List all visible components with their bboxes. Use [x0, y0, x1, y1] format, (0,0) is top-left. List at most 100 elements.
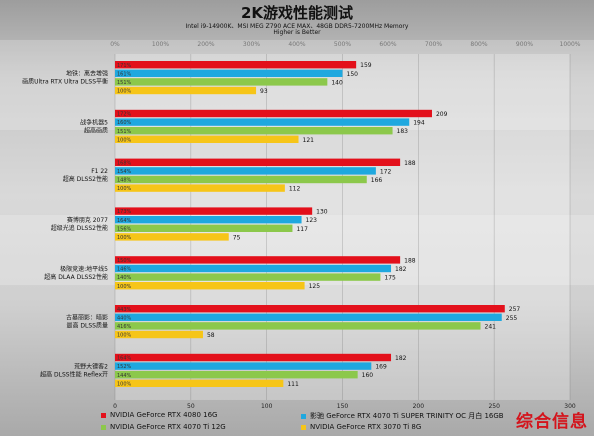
bar-rtx3070ti: [115, 233, 229, 241]
bar-percent-label: 100%: [117, 186, 132, 192]
legend-swatch: [101, 412, 106, 418]
bar-value-label: 75: [233, 234, 241, 241]
bar-value-label: 257: [509, 306, 521, 313]
top-tick-label: 700%: [425, 41, 442, 48]
category-label: 赛博朋克 2077: [67, 216, 108, 224]
top-tick-label: 500%: [334, 41, 351, 48]
category-sublabel: 超级光追 DLSS2性能: [51, 224, 108, 232]
x-tick-label: 200: [413, 403, 425, 410]
bar-rtx4070tis: [115, 362, 372, 370]
chart-subtitle-note: Higher is Better: [273, 29, 321, 36]
legend-label: 影驰 GeForce RTX 4070 Ti SUPER TRINITY OC …: [310, 412, 504, 420]
bar-rtx4070ti: [115, 127, 393, 135]
bar-percent-label: 100%: [117, 381, 132, 387]
chart-subtitle-config: Intel i9-14900K、MSI MEG Z790 ACE MAX、48G…: [185, 23, 409, 30]
bar-value-label: 188: [404, 160, 416, 167]
bar-percent-label: 100%: [117, 137, 132, 143]
category-label: F1 22: [91, 168, 108, 175]
bar-value-label: 255: [506, 315, 518, 322]
bar-value-label: 159: [360, 62, 372, 69]
bar-value-label: 58: [207, 332, 215, 339]
bar-percent-label: 151%: [117, 129, 132, 135]
bar-rtx4070tis: [115, 313, 502, 321]
legend-swatch: [101, 424, 106, 430]
bar-percent-label: 171%: [117, 63, 132, 69]
top-tick-label: 300%: [243, 41, 260, 48]
legend-item-rtx4080: NVIDIA GeForce RTX 4080 16G: [101, 411, 217, 419]
legend-label: NVIDIA GeForce RTX 4070 Ti 12G: [110, 423, 226, 431]
bar-value-label: 182: [395, 355, 407, 362]
category-label: 极限竞速:地平线5: [60, 265, 108, 273]
bar-percent-label: 151%: [117, 80, 132, 86]
bar-percent-label: 148%: [117, 178, 132, 184]
bar-rtx3070ti: [115, 86, 257, 95]
bar-value-label: 182: [395, 266, 407, 273]
bar-value-label: 117: [296, 226, 308, 233]
bar-percent-label: 144%: [117, 373, 132, 379]
bar-rtx4080: [115, 158, 401, 166]
bar-value-label: 93: [260, 88, 268, 95]
bar-value-label: 121: [303, 137, 315, 144]
legend-label: NVIDIA GeForce RTX 3070 Ti 8G: [310, 423, 422, 431]
bar-percent-label: 100%: [117, 235, 132, 241]
bar-rtx4070tis: [115, 264, 392, 273]
top-tick-label: 800%: [470, 41, 487, 48]
top-tick-label: 900%: [516, 41, 533, 48]
bar-rtx4080: [115, 109, 432, 118]
bar-value-label: 160: [362, 372, 374, 379]
bar-rtx4070ti: [115, 322, 481, 330]
bar-percent-label: 443%: [117, 307, 132, 313]
category-label: 地铁：离去增强: [66, 70, 108, 78]
legend-item-rtx3070ti: NVIDIA GeForce RTX 3070 Ti 8G: [301, 423, 421, 431]
top-tick-label: 0%: [110, 41, 120, 48]
background-band: [0, 215, 594, 285]
x-tick-label: 250: [488, 403, 500, 410]
bar-value-label: 130: [316, 209, 328, 216]
bar-percent-label: 173%: [117, 209, 132, 215]
legend-item-rtx4070tis: 影驰 GeForce RTX 4070 Ti SUPER TRINITY OC …: [301, 411, 504, 421]
bar-value-label: 123: [306, 217, 318, 224]
bar-rtx4070tis: [115, 118, 410, 126]
bar-percent-label: 146%: [117, 267, 132, 273]
legend-item-rtx4070ti: NVIDIA GeForce RTX 4070 Ti 12G: [101, 423, 226, 431]
bar-percent-label: 156%: [117, 226, 132, 232]
category-sublabel: 画质Ultra RTX Ultra DLSS平衡: [22, 78, 108, 86]
bar-value-label: 183: [397, 128, 409, 135]
bar-value-label: 172: [380, 168, 392, 175]
bar-percent-label: 152%: [117, 364, 132, 370]
chart-title: 2K游戏性能测试: [240, 4, 354, 22]
category-sublabel: 最高 DLSS质量: [67, 322, 109, 330]
bar-rtx4070ti: [115, 224, 293, 232]
x-tick-label: 0: [113, 403, 117, 410]
bar-rtx3070ti: [115, 184, 285, 192]
bar-value-label: 112: [289, 186, 301, 193]
bar-rtx4070tis: [115, 216, 302, 224]
bar-percent-label: 140%: [117, 275, 132, 281]
bar-rtx4070ti: [115, 371, 358, 379]
bar-rtx3070ti: [115, 379, 284, 387]
bar-rtx3070ti: [115, 282, 305, 290]
category-label: 古墓丽影：暗影: [66, 314, 108, 322]
bar-percent-label: 160%: [117, 120, 132, 126]
legend-label: NVIDIA GeForce RTX 4080 16G: [110, 411, 218, 419]
bar-rtx4070tis: [115, 167, 376, 175]
bar-percent-label: 150%: [117, 258, 132, 264]
bar-percent-label: 416%: [117, 324, 132, 330]
bar-value-label: 111: [287, 381, 299, 388]
bar-percent-label: 440%: [117, 315, 132, 321]
bar-value-label: 175: [384, 275, 396, 282]
category-sublabel: 超高 DLAA DLSS2性能: [44, 273, 108, 281]
bar-percent-label: 100%: [117, 284, 132, 290]
top-tick-label: 1000%: [560, 41, 581, 48]
bar-rtx4080: [115, 353, 392, 362]
bar-value-label: 125: [309, 283, 321, 290]
bar-rtx4080: [115, 61, 357, 69]
legend-swatch: [301, 424, 306, 430]
bar-percent-label: 154%: [117, 169, 132, 175]
x-tick-label: 150: [337, 403, 349, 410]
bar-value-label: 209: [436, 111, 448, 118]
bar-percent-label: 168%: [117, 160, 132, 166]
bar-value-label: 166: [371, 177, 383, 184]
bar-percent-label: 172%: [117, 112, 132, 118]
